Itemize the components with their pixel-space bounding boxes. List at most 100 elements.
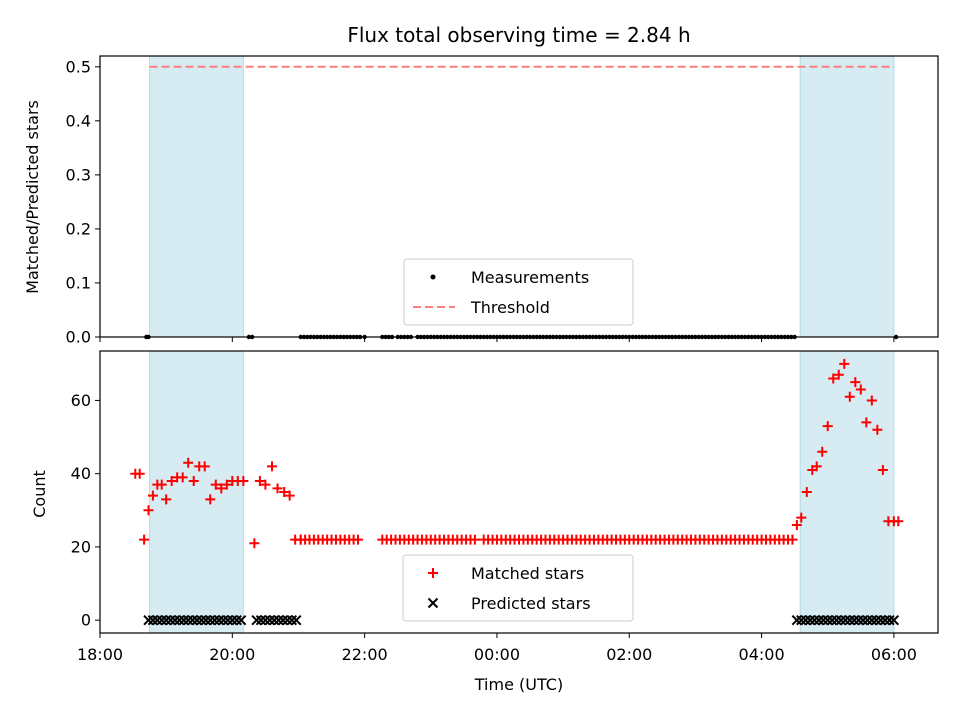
bottom-subplot: 0 20 40 60 18:00 20:00 22:00 00:00 02:00 04:00 06:… (71, 350, 939, 664)
predicted-star-point (218, 614, 229, 626)
predicted-star-point (791, 614, 803, 626)
predicted-star-point (800, 614, 811, 626)
bottom-y-tick-label: 40 (71, 464, 91, 483)
legend-matched-stars-label: Matched stars (471, 564, 584, 583)
matched-star-point (796, 512, 807, 523)
x-tick-label: 00:00 (474, 645, 520, 664)
top-shaded-interval-1 (799, 55, 895, 338)
top-frame (99, 55, 939, 338)
matched-star-point (254, 476, 265, 487)
predicted-star-point (844, 614, 855, 626)
predicted-star-point (277, 614, 289, 626)
predicted-star-point (822, 614, 833, 626)
matched-star-point (147, 490, 158, 501)
matched-star-point (469, 534, 480, 545)
matched-star-point (828, 373, 839, 384)
predicted-star-point (227, 614, 238, 626)
legend-predicted-stars-marker (427, 597, 439, 609)
predicted-star-point (848, 614, 860, 626)
x-tick-label: 20:00 (209, 645, 255, 664)
predicted-star-point (840, 614, 851, 626)
predicted-star-point (160, 614, 172, 626)
matched-star-point (260, 479, 271, 490)
predicted-star-point (282, 614, 293, 626)
predicted-star-point (165, 614, 176, 626)
matched-star-point (817, 446, 828, 457)
x-tick-label: 22:00 (342, 645, 388, 664)
predicted-star-point (826, 614, 838, 626)
top-subplot: 0.0 0.1 0.2 0.3 0.4 0.5 Measurements Threshold (66, 55, 939, 347)
predicted-star-point (286, 614, 298, 626)
top-y-tick-label: 0.0 (66, 328, 91, 347)
predicted-star-point (269, 614, 280, 626)
x-tick-label: 04:00 (739, 645, 785, 664)
bottom-y-axis-label: Count (30, 470, 49, 518)
top-legend-box (403, 258, 634, 326)
top-y-tick-label: 0.2 (66, 219, 91, 238)
bottom-legend-box (402, 554, 634, 622)
matched-star-point (822, 421, 833, 432)
matched-star-point (877, 465, 888, 476)
matched-star-point (279, 487, 290, 497)
predicted-star-point (888, 614, 900, 626)
predicted-star-point (156, 614, 167, 626)
predicted-star-point (866, 614, 878, 626)
matched-star-point (267, 461, 278, 472)
matched-star-point (188, 476, 199, 487)
legend-threshold-label: Threshold (470, 298, 550, 317)
matched-star-point (205, 494, 216, 505)
matched-star-point (166, 476, 177, 487)
predicted-star-point (871, 614, 882, 626)
predicted-star-point (255, 614, 267, 626)
legend-measurements-marker (430, 274, 436, 280)
predicted-star-point (264, 614, 276, 626)
matched-star-point (183, 457, 194, 468)
predicted-star-point (178, 614, 190, 626)
predicted-star-point (879, 614, 891, 626)
bottom-shaded-interval-0 (149, 350, 244, 634)
top-y-axis-label: Matched/Predicted stars (23, 100, 42, 294)
predicted-star-point (213, 614, 225, 626)
top-y-tick-label: 0.5 (66, 57, 91, 76)
bottom-frame (99, 350, 939, 634)
predicted-star-point (835, 614, 847, 626)
predicted-star-point (152, 614, 163, 626)
predicted-star-point (818, 614, 829, 626)
predicted-star-point (875, 614, 886, 626)
predicted-star-point (291, 614, 302, 626)
bottom-y-tick-label: 20 (71, 537, 91, 556)
predicted-star-point (209, 614, 220, 626)
matched-star-point (161, 494, 172, 505)
predicted-star-point (862, 614, 873, 626)
predicted-star-point (143, 614, 154, 626)
matched-star-point (353, 534, 364, 545)
matched-star-point (249, 538, 260, 549)
bottom-shaded-interval-1 (799, 350, 895, 634)
matched-star-point (855, 384, 866, 395)
matched-star-point (866, 395, 877, 406)
predicted-star-point (804, 614, 816, 626)
predicted-star-point (853, 614, 864, 626)
matched-star-point (839, 358, 850, 369)
x-tick-label: 06:00 (871, 645, 917, 664)
matched-star-point (811, 461, 822, 472)
predicted-star-point (169, 614, 181, 626)
matched-star-point (177, 472, 188, 483)
predicted-star-point (260, 614, 271, 626)
matched-star-point (238, 476, 249, 487)
predicted-star-point (147, 614, 159, 626)
predicted-star-point (183, 614, 194, 626)
top-y-tick-label: 0.3 (66, 165, 91, 184)
predicted-star-point (235, 614, 247, 626)
matched-star-point (872, 424, 883, 435)
predicted-star-point (809, 614, 820, 626)
top-shaded-interval-0 (149, 55, 244, 338)
matched-star-point (216, 483, 227, 494)
matched-star-point (861, 417, 872, 428)
predicted-star-point (857, 614, 869, 626)
bottom-y-tick-label: 60 (71, 391, 91, 410)
matched-star-point (221, 479, 232, 490)
matched-star-point (156, 479, 167, 490)
predicted-star-point (174, 614, 185, 626)
